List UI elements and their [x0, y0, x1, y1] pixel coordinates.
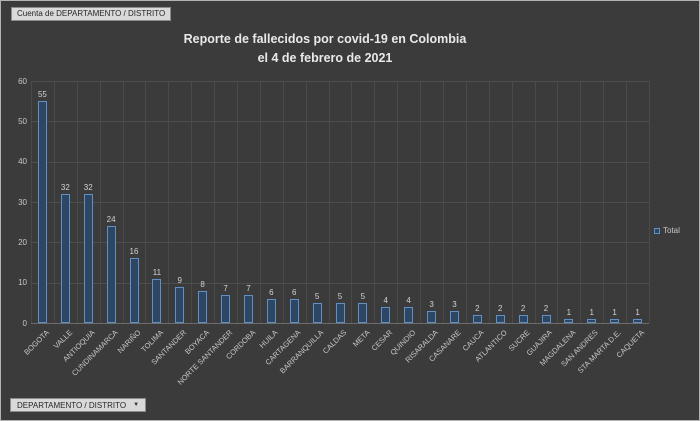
chart-title-line2: el 4 de febrero de 2021 [257, 50, 393, 65]
bar-value-label: 3 [452, 299, 457, 309]
chart-title: Reporte de fallecidos por covid-19 en Co… [1, 30, 649, 68]
chart-title-line1: Reporte de fallecidos por covid-19 en Co… [183, 32, 467, 46]
legend-series-marker-icon [654, 227, 660, 234]
axis-field-dropdown-button[interactable]: DEPARTAMENTO / DISTRITO ▼ [10, 398, 147, 412]
bar-value-label: 5 [337, 291, 343, 301]
bar-value-label: 6 [291, 287, 297, 297]
bar[interactable] [587, 318, 597, 323]
bar[interactable] [37, 101, 47, 323]
bar[interactable] [633, 318, 643, 323]
bar-value-label: 3 [429, 299, 434, 309]
bar-value-label: 7 [223, 283, 228, 293]
bar-value-label: 1 [589, 307, 594, 317]
gridline-vertical [649, 81, 650, 323]
bar[interactable] [518, 314, 528, 323]
y-axis-tick-label: 20 [18, 237, 27, 247]
bar-value-label: 4 [406, 295, 411, 305]
bar-value-label: 9 [177, 275, 182, 285]
bar[interactable] [449, 310, 459, 323]
bar[interactable] [129, 258, 139, 323]
bar-value-label: 55 [37, 90, 47, 100]
bar[interactable] [495, 314, 505, 323]
bar[interactable] [404, 306, 414, 323]
bar[interactable] [381, 306, 391, 323]
bar[interactable] [83, 193, 93, 323]
gridline-horizontal [31, 121, 649, 123]
y-axis-tick-label: 30 [18, 197, 27, 207]
x-axis-category-label: BARRANQUILLA [278, 328, 326, 376]
gridline-horizontal [31, 161, 649, 163]
bar-value-label: 8 [200, 279, 205, 289]
bar[interactable] [243, 294, 253, 323]
bar-value-label: 1 [612, 307, 617, 317]
bar-value-label: 6 [269, 287, 274, 297]
x-axis-line [31, 323, 649, 324]
bar[interactable] [564, 318, 574, 323]
bar[interactable] [152, 278, 162, 323]
chevron-down-icon: ▼ [133, 402, 140, 408]
y-axis-tick-label: 10 [18, 278, 27, 288]
bar[interactable] [358, 302, 368, 323]
y-axis-tick-label: 40 [18, 157, 27, 167]
bar-value-label: 1 [635, 307, 640, 317]
bar[interactable] [472, 314, 482, 323]
bar-value-label: 5 [314, 291, 320, 301]
gridline-horizontal [31, 282, 649, 284]
bar-value-label: 32 [60, 182, 70, 192]
legend[interactable]: Total [654, 226, 680, 235]
gridline-horizontal [31, 81, 649, 82]
bar[interactable] [610, 318, 620, 323]
bar[interactable] [221, 294, 231, 323]
x-axis-category-label: META [350, 328, 372, 349]
bar-value-label: 7 [246, 283, 251, 293]
x-axis-category-label: CALDAS [320, 328, 349, 356]
bar[interactable] [106, 226, 116, 323]
legend-series-label: Total [663, 226, 680, 235]
y-axis-tick-label: 60 [18, 76, 27, 86]
bar[interactable] [427, 310, 437, 323]
bar-value-label: 24 [106, 215, 116, 225]
gridline-horizontal [31, 242, 649, 244]
bar-value-label: 5 [360, 291, 366, 301]
bar-value-label: 2 [497, 303, 503, 313]
bar[interactable] [312, 302, 322, 323]
y-axis-tick-label: 50 [18, 116, 27, 126]
bar[interactable] [335, 302, 345, 323]
bar-value-label: 2 [475, 303, 480, 313]
bar-value-label: 2 [520, 303, 526, 313]
gridline-horizontal [31, 202, 649, 203]
bar[interactable] [266, 298, 276, 323]
bar[interactable] [198, 290, 208, 323]
bar[interactable] [60, 193, 70, 323]
bar-value-label: 32 [83, 182, 93, 192]
pivot-value-field-button[interactable]: Cuenta de DEPARTAMENTO / DISTRITO [11, 7, 172, 21]
x-axis-category-label: NARIÑO [115, 328, 143, 355]
bar-value-label: 4 [383, 295, 388, 305]
y-axis-tick-label: 0 [22, 318, 27, 328]
bar-value-label: 1 [566, 307, 572, 317]
bar-value-label: 16 [129, 247, 139, 257]
bar[interactable] [289, 298, 299, 323]
bar-value-label: 11 [152, 267, 162, 277]
x-axis-category-label: BOGOTA [22, 328, 51, 357]
axis-field-dropdown-label: DEPARTAMENTO / DISTRITO [17, 400, 127, 410]
bar[interactable] [541, 314, 551, 323]
bar[interactable] [175, 286, 185, 323]
bar-value-label: 2 [543, 303, 549, 313]
